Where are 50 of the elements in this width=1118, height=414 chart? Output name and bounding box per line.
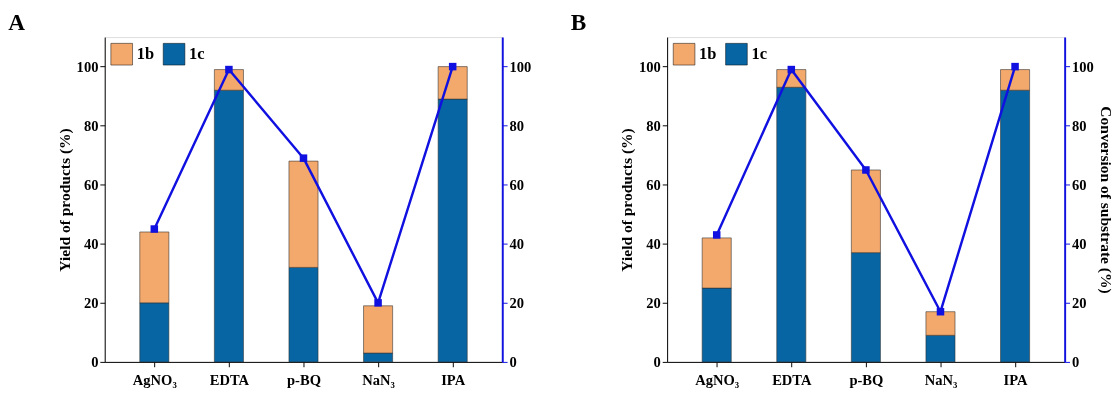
y-tick-label: 80 <box>83 118 99 135</box>
x-tick-label: NaN₃ <box>924 371 958 388</box>
x-tick-label: EDTA <box>772 371 812 388</box>
y2-tick-label: 80 <box>1071 118 1087 135</box>
y-tick-label: 20 <box>83 295 99 312</box>
y2-tick-label: 20 <box>1071 295 1087 312</box>
chart-title: A <box>8 9 26 36</box>
y-tick-label: 0 <box>653 354 661 371</box>
legend-label: 1b <box>699 44 717 64</box>
y2-tick-label: 40 <box>1071 236 1087 253</box>
y-tick-label: 60 <box>83 177 99 194</box>
y2-tick-label: 100 <box>509 58 532 75</box>
x-tick-label: p-BQ <box>849 371 884 388</box>
y-tick-label: 0 <box>91 354 99 371</box>
y2-tick-label: 100 <box>1071 58 1094 75</box>
legend-label: 1b <box>136 44 155 64</box>
y-tick-label: 100 <box>639 58 661 75</box>
point <box>1011 62 1019 71</box>
x-tick-label: NaN₃ <box>362 371 396 388</box>
y2-tick-label: 60 <box>1071 177 1087 194</box>
y2-axis-title: Conversion of substrate (%) <box>1096 106 1115 294</box>
y-axis-title: Yield of products (%) <box>55 128 74 272</box>
y-tick-label: 40 <box>83 236 99 253</box>
y-axis-title: Yield of products (%) <box>618 128 637 272</box>
point <box>862 166 870 174</box>
y-tick-label: 40 <box>646 236 661 253</box>
x-tick-label: IPA <box>1003 371 1029 388</box>
x-tick-label: IPA <box>441 371 466 388</box>
point <box>150 225 159 233</box>
x-tick-label: AgNO₃ <box>132 371 178 388</box>
y2-tick-label: 0 <box>1071 354 1080 371</box>
y-tick-label: 100 <box>76 58 99 75</box>
y2-tick-label: 40 <box>509 236 525 253</box>
point <box>712 231 721 239</box>
y2-tick-label: 20 <box>509 295 525 312</box>
x-tick-label: p-BQ <box>287 371 321 388</box>
legend-label: 1c <box>189 44 205 64</box>
y2-tick-label: 80 <box>509 118 525 135</box>
x-tick-label: EDTA <box>209 371 250 388</box>
y-tick-label: 80 <box>646 118 661 135</box>
chart-title: B <box>570 9 587 36</box>
point <box>299 154 308 162</box>
point <box>225 65 233 74</box>
x-tick-label: AgNO₃ <box>695 371 740 388</box>
y-tick-label: 20 <box>646 295 661 312</box>
y-tick-label: 60 <box>646 177 661 194</box>
point <box>374 299 382 307</box>
y2-tick-label: 60 <box>509 177 525 194</box>
y2-tick-label: 0 <box>509 354 517 371</box>
legend-label: 1c <box>751 44 768 64</box>
